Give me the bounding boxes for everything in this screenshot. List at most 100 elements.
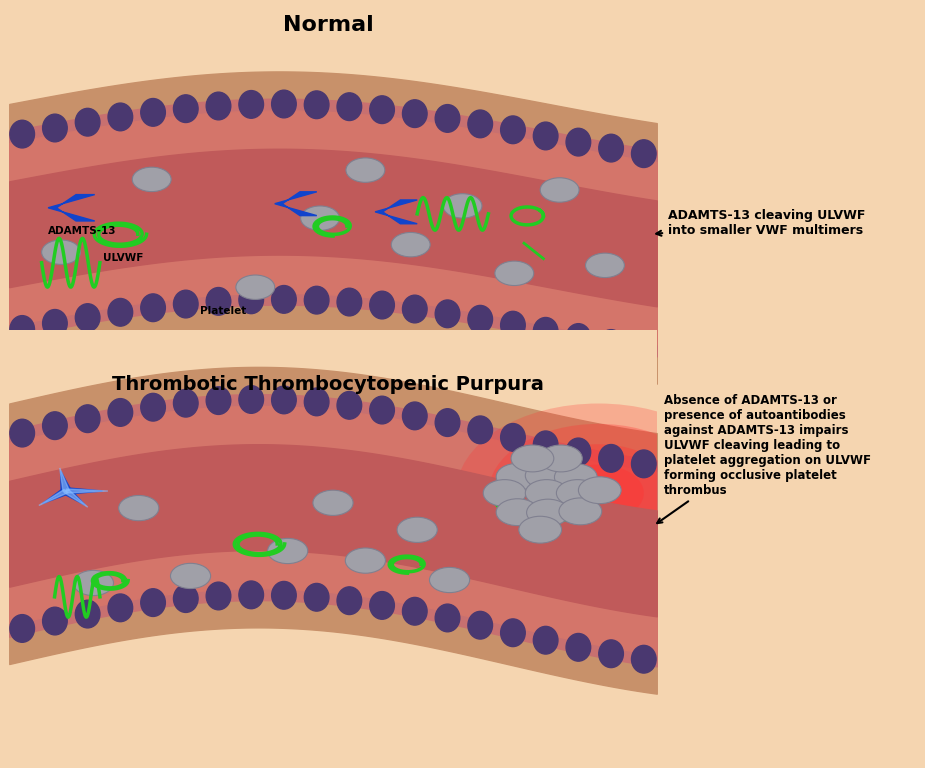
Polygon shape	[67, 489, 108, 493]
Circle shape	[553, 465, 644, 521]
Ellipse shape	[468, 611, 492, 639]
FancyBboxPatch shape	[3, 27, 663, 442]
Ellipse shape	[370, 591, 394, 619]
Ellipse shape	[566, 634, 591, 661]
Circle shape	[578, 477, 622, 504]
Text: Platelet: Platelet	[200, 306, 246, 316]
Ellipse shape	[435, 604, 460, 632]
Ellipse shape	[206, 287, 231, 315]
Ellipse shape	[304, 584, 329, 611]
Ellipse shape	[435, 409, 460, 436]
Ellipse shape	[500, 423, 525, 452]
FancyBboxPatch shape	[3, 326, 663, 741]
Ellipse shape	[239, 581, 264, 609]
Circle shape	[496, 498, 539, 525]
Polygon shape	[39, 489, 68, 505]
Text: ULVWF: ULVWF	[103, 253, 143, 263]
Circle shape	[495, 261, 534, 286]
Ellipse shape	[632, 335, 656, 362]
Circle shape	[391, 233, 430, 257]
Ellipse shape	[534, 122, 558, 150]
Ellipse shape	[534, 627, 558, 654]
Ellipse shape	[141, 98, 166, 126]
Ellipse shape	[468, 306, 492, 333]
Circle shape	[559, 498, 601, 525]
Circle shape	[429, 568, 470, 593]
Ellipse shape	[566, 438, 591, 465]
Ellipse shape	[239, 386, 264, 413]
Ellipse shape	[75, 303, 100, 332]
Ellipse shape	[108, 299, 132, 326]
Ellipse shape	[174, 94, 198, 123]
Ellipse shape	[174, 389, 198, 417]
Circle shape	[557, 480, 599, 506]
Circle shape	[236, 275, 275, 300]
Ellipse shape	[141, 589, 166, 617]
Ellipse shape	[304, 388, 329, 415]
Ellipse shape	[108, 103, 132, 131]
Ellipse shape	[370, 291, 394, 319]
Ellipse shape	[43, 607, 68, 635]
Ellipse shape	[402, 402, 427, 430]
Ellipse shape	[632, 645, 656, 673]
Ellipse shape	[239, 286, 264, 313]
Circle shape	[170, 563, 211, 588]
Circle shape	[496, 463, 539, 490]
Ellipse shape	[206, 387, 231, 415]
Ellipse shape	[174, 290, 198, 318]
Polygon shape	[275, 192, 316, 216]
Ellipse shape	[632, 450, 656, 478]
Ellipse shape	[337, 392, 362, 419]
Ellipse shape	[108, 594, 132, 621]
Circle shape	[397, 517, 438, 542]
Circle shape	[521, 444, 676, 542]
Circle shape	[554, 464, 598, 491]
Ellipse shape	[534, 317, 558, 345]
Ellipse shape	[75, 601, 100, 628]
Ellipse shape	[435, 300, 460, 328]
Ellipse shape	[43, 310, 68, 337]
Text: Absence of ADAMTS-13 or
presence of autoantibodies
against ADAMTS-13 impairs
ULV: Absence of ADAMTS-13 or presence of auto…	[658, 394, 871, 523]
Ellipse shape	[632, 140, 656, 167]
Ellipse shape	[10, 316, 34, 343]
Circle shape	[488, 424, 709, 562]
Ellipse shape	[500, 311, 525, 339]
Ellipse shape	[566, 323, 591, 351]
Circle shape	[525, 462, 568, 489]
Ellipse shape	[75, 108, 100, 136]
Polygon shape	[67, 488, 103, 495]
Text: ADAMTS-13 cleaving ULVWF
into smaller VWF multimers: ADAMTS-13 cleaving ULVWF into smaller VW…	[656, 209, 865, 237]
Ellipse shape	[598, 329, 623, 357]
Ellipse shape	[402, 598, 427, 625]
Ellipse shape	[598, 134, 623, 162]
Ellipse shape	[206, 92, 231, 120]
Ellipse shape	[370, 96, 394, 124]
Ellipse shape	[239, 91, 264, 118]
Text: Normal: Normal	[283, 15, 374, 35]
Polygon shape	[43, 488, 69, 504]
Circle shape	[132, 167, 171, 191]
Ellipse shape	[75, 405, 100, 432]
Ellipse shape	[500, 619, 525, 647]
Circle shape	[539, 445, 583, 472]
Ellipse shape	[272, 90, 296, 118]
Ellipse shape	[534, 431, 558, 458]
Ellipse shape	[337, 93, 362, 121]
Ellipse shape	[500, 116, 525, 144]
Circle shape	[526, 499, 569, 526]
Circle shape	[511, 445, 554, 472]
Circle shape	[301, 206, 339, 230]
Ellipse shape	[108, 399, 132, 426]
Circle shape	[525, 480, 568, 506]
Polygon shape	[62, 489, 85, 505]
Ellipse shape	[304, 91, 329, 118]
Circle shape	[456, 403, 741, 583]
Polygon shape	[376, 200, 417, 223]
Ellipse shape	[272, 286, 296, 313]
Circle shape	[73, 571, 114, 595]
Circle shape	[540, 177, 579, 202]
Polygon shape	[64, 490, 88, 507]
Ellipse shape	[10, 419, 34, 447]
Ellipse shape	[337, 288, 362, 316]
Ellipse shape	[43, 412, 68, 439]
